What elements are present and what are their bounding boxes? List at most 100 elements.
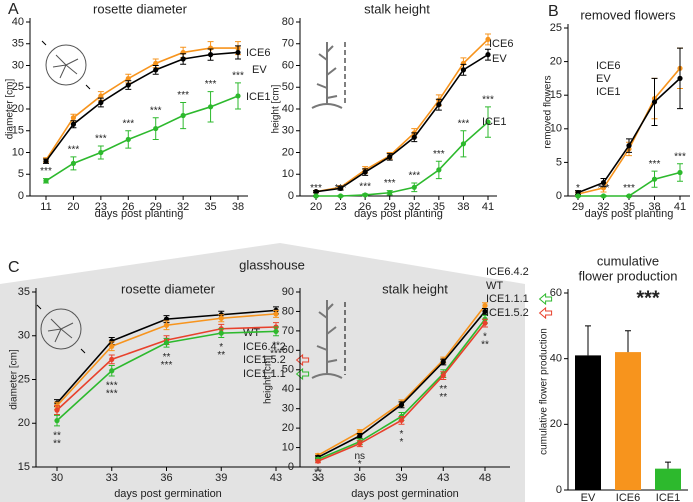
data-point <box>387 190 393 196</box>
error-bar <box>625 330 631 353</box>
y-axis-label: height [cm] <box>271 84 282 133</box>
series-line <box>577 77 681 194</box>
data-point <box>411 184 417 190</box>
data-point <box>125 82 131 88</box>
chart-title: rosette diameter <box>121 281 216 296</box>
y-tick-label: 40 <box>282 103 294 115</box>
y-tick-label: 0 <box>556 484 562 496</box>
series-line <box>315 53 489 193</box>
x-axis-label: days post germination <box>351 488 459 500</box>
significance-label: *** <box>408 171 420 182</box>
y-tick-label: 20 <box>12 103 24 115</box>
data-point <box>482 303 488 309</box>
panel-label: C <box>8 259 20 276</box>
legend-label: ICE1.5.2 <box>486 307 529 319</box>
data-point <box>440 359 446 365</box>
data-point <box>460 67 467 73</box>
data-point <box>153 60 159 66</box>
y-tick-label: 20 <box>550 56 562 68</box>
significance-label: ** <box>272 340 280 351</box>
significance-label: *** <box>232 71 244 82</box>
data-point <box>482 308 488 315</box>
x-tick-label: 35 <box>204 201 216 213</box>
plant-icon <box>311 300 346 379</box>
significance-label: ** <box>481 340 489 351</box>
significance-label: *** <box>161 360 173 371</box>
panel-label: B <box>548 3 559 20</box>
data-point <box>153 67 159 73</box>
y-tick-label: 35 <box>12 38 24 50</box>
x-tick-label: ICE6 <box>616 492 640 502</box>
x-tick-label: 48 <box>479 472 491 484</box>
significance-label: *** <box>482 94 494 105</box>
significance-label: *** <box>623 183 635 194</box>
x-tick-label: 32 <box>597 201 609 213</box>
y-tick-label: 0 <box>556 190 562 202</box>
data-point <box>125 136 131 143</box>
significance-label: *** <box>598 183 610 194</box>
y-tick-label: 20 <box>550 418 562 430</box>
significance-label: * <box>316 475 320 486</box>
y-axis-label: height [cm] <box>263 355 274 404</box>
significance-label: *** <box>205 79 217 90</box>
x-tick-label: 29 <box>384 201 396 213</box>
legend-label: EV <box>596 73 611 85</box>
series-line <box>577 67 681 195</box>
data-point <box>460 141 467 147</box>
data-point <box>70 160 77 166</box>
y-tick-label: 40 <box>282 383 294 395</box>
y-tick-label: 15 <box>12 125 24 137</box>
legend-label: ICE1 <box>596 86 620 98</box>
y-tick-label: 80 <box>282 305 294 317</box>
data-point <box>273 328 279 334</box>
legend-label: EV <box>492 53 507 65</box>
x-tick-label: 35 <box>623 201 635 213</box>
y-tick-label: 60 <box>550 287 562 299</box>
legend-label: ICE1 <box>482 116 506 128</box>
legend-label: ICE6.4.2 <box>486 266 529 278</box>
data-point <box>357 441 363 447</box>
significance-label: *** <box>177 90 189 101</box>
x-tick-label: 29 <box>150 201 162 213</box>
data-point <box>398 417 405 423</box>
y-tick-label: 15 <box>550 89 562 101</box>
significance-label: * <box>400 437 404 448</box>
y-axis-label: diameter [cm] <box>5 78 16 139</box>
data-point <box>315 458 321 464</box>
error-bar <box>665 461 671 469</box>
x-tick-label: 26 <box>359 201 371 213</box>
data-point <box>482 320 488 326</box>
data-point <box>411 134 417 140</box>
significance-label: * <box>358 459 362 470</box>
bar <box>655 468 681 490</box>
data-point <box>218 330 224 336</box>
x-tick-label: 30 <box>51 472 63 484</box>
x-tick-label: 36 <box>354 472 366 484</box>
y-tick-label: 60 <box>282 59 294 71</box>
chart-title: removed flowers <box>580 7 676 22</box>
data-point <box>651 176 658 182</box>
data-point <box>207 52 214 58</box>
y-axis-label: cumulative flower production <box>539 328 550 455</box>
x-tick-label: 38 <box>457 201 469 213</box>
data-point <box>54 407 60 413</box>
data-point <box>651 99 658 105</box>
x-tick-label: EV <box>581 492 596 502</box>
data-point <box>600 179 607 186</box>
y-tick-label: 20 <box>282 146 294 158</box>
x-tick-label: 20 <box>310 201 322 213</box>
y-tick-label: 50 <box>282 81 294 93</box>
y-tick-label: 25 <box>550 22 562 34</box>
x-tick-label: 23 <box>95 201 107 213</box>
data-point <box>163 322 170 328</box>
y-axis-label: removed flowers <box>543 75 554 148</box>
chart-title: stalk height <box>364 1 430 16</box>
data-point <box>70 121 77 127</box>
x-tick-label: 43 <box>437 472 449 484</box>
data-point <box>387 154 393 160</box>
data-point <box>125 75 131 82</box>
data-point <box>235 93 241 99</box>
x-tick-label: 39 <box>215 472 227 484</box>
x-tick-label: 11 <box>40 201 51 213</box>
data-point <box>109 356 115 362</box>
